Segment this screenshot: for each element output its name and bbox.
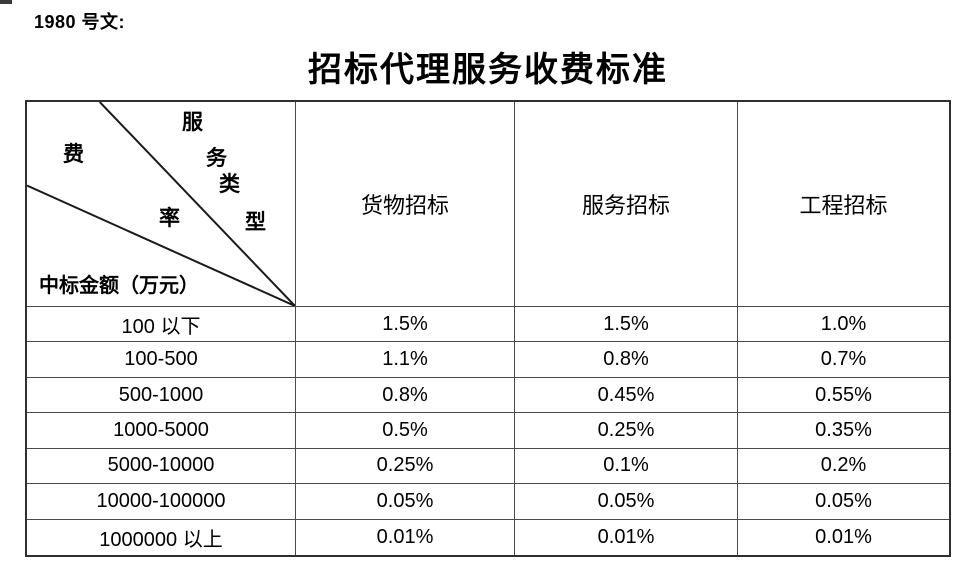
fee-value-cell: 0.01% — [815, 525, 872, 548]
fee-value-cell: 1.5% — [296, 307, 515, 343]
page-title: 招标代理服务收费标准 — [308, 52, 668, 89]
row-label: 10000-100000 — [27, 484, 296, 520]
fee-value-cell: 0.55% — [738, 378, 949, 414]
fee-value-cell: 0.7% — [738, 342, 949, 378]
row-label: 1000000 以上 — [27, 519, 296, 555]
fee-value-cell: 0.01% — [515, 519, 738, 555]
fee-value-cell: 0.25% — [515, 413, 738, 449]
column-header-1: 货物招标 — [296, 102, 515, 307]
corner-service-type-char: 类 — [219, 172, 240, 196]
corner-fee-rate-char: 费 — [63, 142, 84, 166]
corner-service-type-char: 务 — [206, 146, 227, 170]
corner-service-type-char: 型 — [245, 210, 266, 234]
row-label: 500-1000 — [27, 377, 296, 414]
column-header-3: 工程招标 — [738, 102, 949, 307]
row-label: 100 以下 — [27, 307, 296, 343]
page-edge-artifact — [0, 0, 12, 4]
row-label: 1000-5000 — [27, 413, 296, 449]
fee-value-cell: 0.1% — [515, 448, 738, 485]
row-label: 100-500 — [27, 342, 296, 378]
fee-value-cell: 1.1% — [296, 342, 515, 378]
fee-value-cell: 0.01% — [296, 519, 515, 555]
fee-value-cell: 0.5% — [296, 413, 515, 449]
column-header-2: 服务招标 — [515, 102, 738, 307]
document-number-label: 1980 号文: — [34, 12, 126, 32]
fee-value-cell: 1.5% — [515, 307, 738, 343]
corner-amount-label: 中标金额（万元） — [39, 275, 199, 297]
corner-fee-rate-char: 率 — [159, 206, 180, 230]
fee-value-cell: 0.25% — [296, 448, 515, 485]
corner-header-cell: 服 务 类 型 费 率 中标金额（万元） — [27, 102, 296, 307]
fee-value-cell: 0.05% — [738, 484, 949, 520]
fee-standard-table: 服 务 类 型 费 率 中标金额（万元） 货物招标 服务招标 工程招标 100 以下 1… — [25, 100, 951, 557]
fee-value-cell: 0.8% — [296, 377, 515, 414]
fee-value-cell: 0.8% — [515, 342, 738, 378]
fee-value-cell: 0.05% — [515, 484, 738, 520]
fee-value-cell: 0.35% — [738, 413, 949, 449]
fee-value-cell: 0.2% — [738, 449, 949, 485]
row-label: 5000-10000 — [27, 448, 296, 485]
diagonal-divider-lines — [27, 102, 295, 306]
fee-value-cell: 1.0% — [738, 307, 949, 343]
fee-value-cell: 0.45% — [515, 377, 738, 414]
corner-service-type-char: 服 — [182, 110, 203, 134]
fee-value-cell: 0.05% — [296, 484, 515, 520]
